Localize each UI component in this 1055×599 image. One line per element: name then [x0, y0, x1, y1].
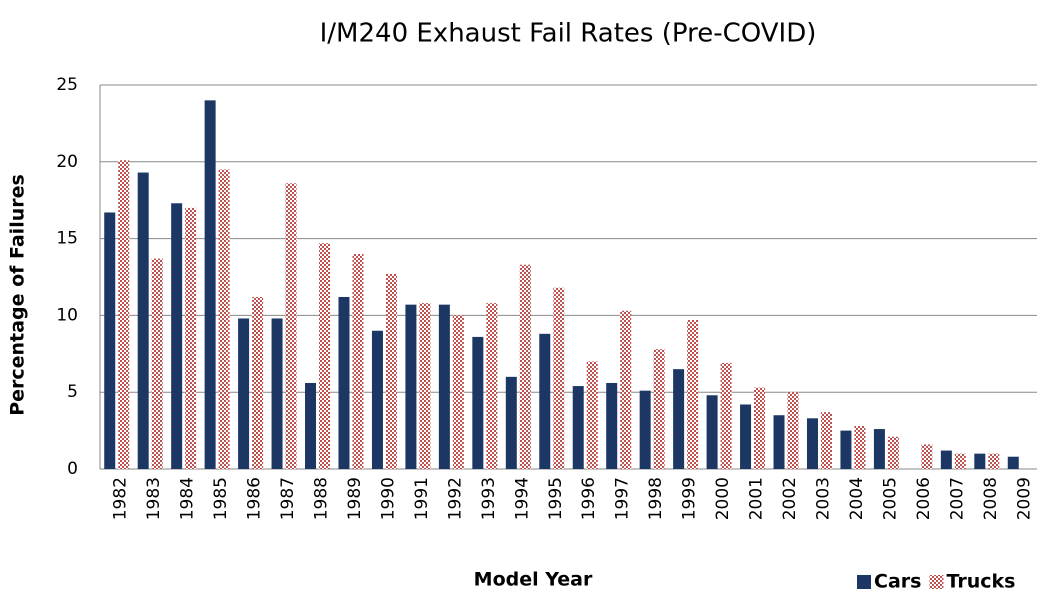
bar [137, 172, 149, 469]
bar [371, 330, 383, 469]
bar [854, 425, 866, 469]
y-tick-label: 0 [67, 459, 78, 479]
bar [271, 318, 283, 469]
x-tick-label: 1987 [278, 477, 298, 520]
bar [252, 296, 264, 469]
bar [285, 183, 297, 469]
bar [921, 444, 933, 469]
bar [940, 450, 952, 469]
bar [171, 203, 183, 469]
x-tick-label: 2003 [813, 477, 833, 520]
x-tick-label: 1988 [312, 477, 332, 520]
x-tick-label: 1994 [512, 477, 532, 520]
bar [806, 418, 818, 469]
bar [438, 304, 450, 469]
bar [639, 390, 651, 469]
bar [338, 296, 350, 469]
bar [740, 404, 752, 469]
bar [773, 415, 785, 469]
x-tick-label: 2000 [713, 477, 733, 520]
bar [653, 349, 665, 469]
bar [505, 376, 517, 469]
x-tick-label: 2002 [780, 477, 800, 520]
bar [352, 253, 364, 469]
x-tick-label: 2004 [847, 477, 867, 520]
x-tick-label: 1990 [378, 477, 398, 520]
bar [974, 453, 986, 469]
bar [787, 392, 799, 469]
bar [553, 287, 565, 469]
bar [151, 258, 163, 469]
x-tick-label: 1998 [646, 477, 666, 520]
bar [204, 100, 216, 470]
x-tick-label: 2008 [981, 477, 1001, 520]
x-tick-label: 1991 [412, 477, 432, 520]
bar [104, 212, 116, 469]
x-tick-label: 2007 [947, 477, 967, 520]
x-tick-label: 1995 [546, 477, 566, 520]
bar [1007, 456, 1019, 469]
bar [385, 273, 397, 469]
x-tick-label: 1997 [613, 477, 633, 520]
bar [305, 382, 317, 469]
x-tick-label: 1989 [345, 477, 365, 520]
bar [519, 264, 531, 469]
x-tick-label: 1982 [111, 477, 131, 520]
bar [887, 436, 899, 469]
x-tick-label: 2006 [914, 477, 934, 520]
legend-label: Cars [874, 571, 921, 593]
y-tick-label: 10 [56, 305, 78, 325]
x-tick-label: 1996 [579, 477, 599, 520]
x-tick-label: 2005 [880, 477, 900, 520]
bar [319, 243, 331, 469]
x-axis-label: Model Year [474, 569, 593, 591]
bar [486, 303, 498, 469]
bar [606, 382, 618, 469]
bar [840, 430, 852, 469]
bar [472, 336, 484, 469]
x-tick-label: 1999 [680, 477, 700, 520]
bar [539, 333, 551, 469]
y-tick-label: 20 [56, 152, 78, 172]
bar [118, 160, 130, 469]
bar [988, 453, 1000, 469]
bar [452, 315, 464, 469]
y-axis-label: Percentage of Failures [7, 174, 29, 416]
legend-label: Trucks [946, 571, 1015, 593]
x-tick-label: 2001 [747, 477, 767, 520]
y-tick-label: 25 [56, 75, 78, 95]
bar [687, 320, 699, 469]
bar [419, 303, 431, 469]
bar [820, 412, 832, 469]
bar [185, 207, 197, 469]
bar [754, 387, 766, 469]
bar [620, 310, 632, 469]
x-tick-label: 1992 [445, 477, 465, 520]
bar [873, 429, 885, 469]
bar [720, 363, 732, 469]
x-tick-label: 1983 [144, 477, 164, 520]
bar [405, 304, 417, 469]
x-tick-label: 1984 [178, 477, 198, 520]
chart-title: I/M240 Exhaust Fail Rates (Pre-COVID) [320, 19, 817, 49]
bar [706, 395, 718, 469]
bar [954, 453, 966, 469]
x-tick-label: 1993 [479, 477, 499, 520]
bar [238, 318, 250, 469]
x-tick-label: 2009 [1014, 477, 1034, 520]
legend-swatch [857, 575, 871, 589]
bar [673, 369, 685, 469]
bar [572, 386, 584, 469]
y-tick-label: 5 [67, 382, 78, 402]
y-tick-label: 15 [56, 229, 78, 249]
bar [218, 169, 230, 470]
legend-swatch [929, 575, 944, 589]
x-tick-label: 1985 [211, 477, 231, 520]
bar [586, 361, 598, 469]
x-tick-label: 1986 [245, 477, 265, 520]
